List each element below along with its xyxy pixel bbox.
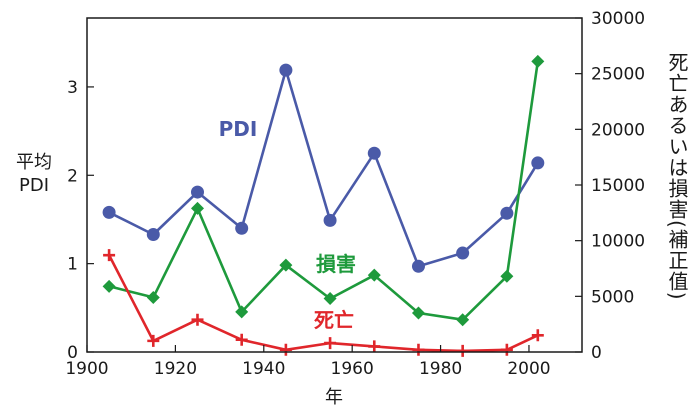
series-label-damage: 損害 (316, 252, 356, 276)
data-point-deaths (324, 337, 337, 350)
right-y-ticks: 0 5000 10000 15000 20000 25000 30000 (575, 9, 645, 363)
data-point-damage (500, 269, 514, 283)
right-y-tick-label: 5000 (591, 287, 634, 307)
data-point-pdi (235, 221, 249, 235)
series-label-pdi: PDI (219, 117, 258, 141)
x-tick-label: 1960 (331, 359, 374, 379)
data-point-damage (367, 268, 381, 282)
data-point-pdi (146, 227, 160, 241)
data-point-damage (323, 292, 337, 306)
data-point-damage (102, 279, 116, 293)
data-point-deaths (500, 343, 513, 356)
right-y-tick-label: 15000 (591, 176, 645, 196)
data-point-pdi (411, 259, 425, 273)
series-markers (102, 54, 545, 357)
right-y-tick-label: 0 (591, 343, 602, 363)
x-ticks: 1900 1920 1940 1960 1980 2000 (65, 345, 551, 379)
x-tick-label: 1980 (419, 359, 462, 379)
right-y-tick-label: 10000 (591, 232, 645, 252)
data-point-damage (146, 290, 160, 304)
data-point-deaths (147, 334, 160, 347)
left-axis-title-line1: 平均 (16, 152, 52, 173)
data-point-damage (190, 201, 204, 215)
x-tick-label: 1920 (154, 359, 197, 379)
series-line-0 (108, 68, 539, 268)
data-point-deaths (368, 340, 381, 353)
data-point-pdi (531, 156, 545, 170)
data-point-damage (411, 306, 425, 320)
data-point-deaths (412, 343, 425, 356)
data-point-pdi (190, 185, 204, 199)
plot-frame (86, 17, 583, 353)
right-y-tick-label: 30000 (591, 9, 645, 29)
data-point-deaths (103, 249, 116, 262)
data-point-damage (279, 258, 293, 272)
data-point-pdi (102, 205, 116, 219)
data-point-damage (456, 313, 470, 327)
data-point-pdi (323, 213, 337, 227)
left-y-tick-label: 1 (67, 255, 78, 275)
series-label-deaths: 死亡 (314, 308, 354, 332)
data-point-deaths (235, 333, 248, 346)
data-point-pdi (456, 246, 470, 260)
x-tick-label: 1940 (242, 359, 285, 379)
x-axis-title: 年 (325, 387, 343, 408)
data-point-pdi (367, 146, 381, 160)
data-point-deaths (531, 329, 544, 342)
left-y-ticks: 0 1 2 3 (67, 78, 94, 363)
data-point-pdi (279, 63, 293, 77)
x-tick-label: 2000 (507, 359, 550, 379)
left-y-tick-label: 2 (67, 166, 78, 186)
right-axis-title: 死亡あるいは損害(補正值) (665, 52, 689, 301)
series-line-1 (108, 61, 540, 322)
left-y-tick-label: 0 (67, 343, 78, 363)
left-y-tick-label: 3 (67, 78, 78, 98)
data-point-damage (235, 305, 249, 319)
data-point-deaths (279, 343, 292, 356)
data-point-deaths (456, 344, 469, 357)
left-axis-title-line2: PDI (19, 175, 49, 196)
data-point-deaths (191, 313, 204, 326)
x-tick-label: 1900 (65, 359, 108, 379)
right-y-tick-label: 25000 (591, 65, 645, 85)
data-point-damage (531, 54, 545, 68)
data-point-pdi (500, 206, 514, 220)
right-y-tick-label: 20000 (591, 120, 645, 140)
